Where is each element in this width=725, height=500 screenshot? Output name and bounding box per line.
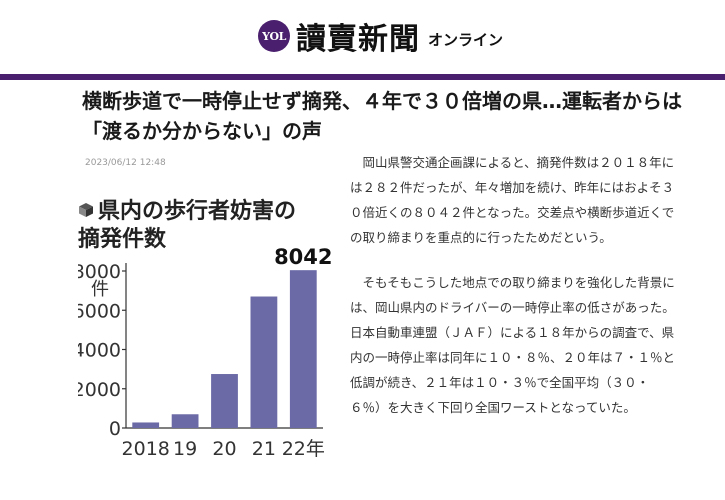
- y-tick-label: 4000: [78, 340, 121, 362]
- article-paragraph-2: そもそもこうした地点での取り締まりを強化した背景には、岡山県内のドライバーの一時…: [350, 275, 676, 415]
- y-unit-label: 件: [91, 279, 109, 300]
- yol-badge: YOL: [258, 20, 290, 52]
- header-divider: [0, 74, 725, 80]
- bar-chart: 県内の歩行者妨害の 摘発件数 0 2000 4000 6000 8000 件 2018 19 2…: [78, 196, 338, 496]
- logo-name: 讀賣新聞: [296, 22, 420, 57]
- article-paragraph-1: 岡山県警交通企画課によると、摘発件数は２０１８年には２８２件だったが、年々増加を…: [350, 155, 675, 245]
- x-tick-label: 19: [173, 438, 197, 460]
- cube-icon: [79, 203, 93, 217]
- x-tick-label: 20: [212, 438, 236, 460]
- site-logo[interactable]: YOL 讀賣新聞 オンライン: [258, 16, 504, 57]
- y-tick-label: 2000: [78, 379, 121, 401]
- bar-20: [211, 374, 238, 428]
- x-tick-label: 2018: [122, 438, 170, 460]
- y-tick-label: 8000: [78, 261, 121, 283]
- x-tick-label: 21: [252, 438, 276, 460]
- bar-21: [250, 296, 278, 428]
- bar-19: [171, 414, 199, 428]
- y-tick-label: 0: [109, 418, 121, 440]
- article-date: 2023/06/12 12:48: [85, 158, 166, 168]
- chart-title-line1: 県内の歩行者妨害の: [98, 199, 297, 224]
- chart-title: 県内の歩行者妨害の 摘発件数: [78, 198, 338, 254]
- masthead: YOL 讀賣新聞 オンライン: [0, 0, 725, 74]
- bar-22年: [289, 270, 317, 428]
- article-body: 岡山県警交通企画課によると、摘発件数は２０１８年には２８２件だったが、年々増加を…: [350, 150, 680, 440]
- data-label-highlight: 8042: [274, 245, 332, 269]
- bar-2018: [132, 422, 160, 428]
- article-headline: 横断歩道で一時停止せず摘発、４年で３０倍増の県…運転者からは「渡るか分からない」…: [82, 89, 682, 143]
- chart-title-line2: 摘発件数: [78, 227, 167, 252]
- y-tick-label: 6000: [78, 300, 121, 322]
- logo-subtitle: オンライン: [428, 30, 504, 49]
- x-tick-label: 22年: [282, 438, 325, 460]
